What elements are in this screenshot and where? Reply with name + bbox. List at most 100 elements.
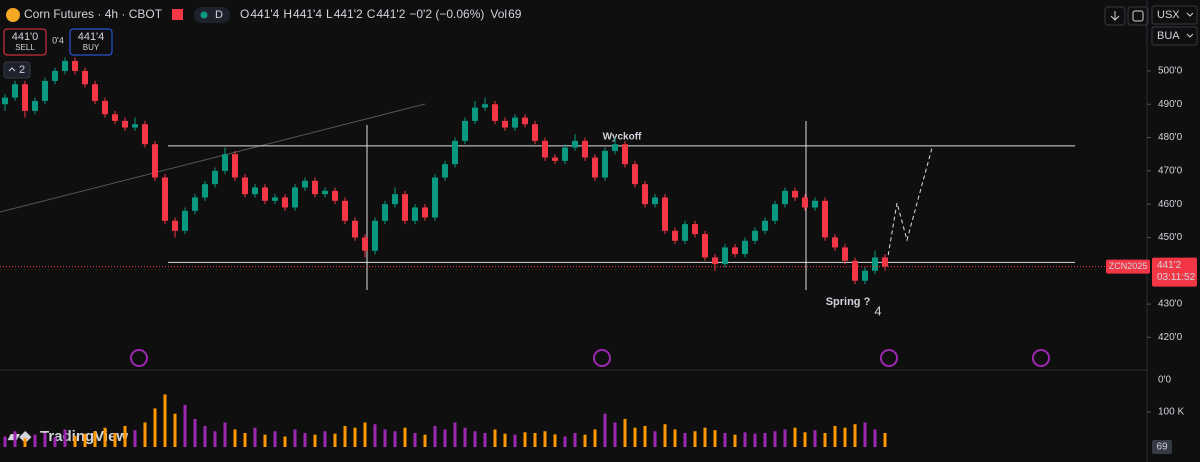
volume-bar [213, 431, 217, 447]
y-tick-label: 450'0 [1158, 232, 1183, 243]
candle-body [222, 154, 228, 171]
candle-body [412, 207, 418, 221]
candle-body [602, 150, 608, 178]
volume-bar [193, 418, 197, 447]
download-button[interactable] [1104, 6, 1126, 26]
y-tick-label: 480'0 [1158, 132, 1183, 143]
candle-body [82, 70, 88, 85]
volume-bar [233, 429, 237, 447]
volume-bar [643, 425, 647, 447]
volume-bar [583, 434, 587, 447]
candle-body [822, 200, 828, 238]
badge[interactable]: D [215, 9, 223, 21]
symbol[interactable]: Corn Futures · 4h · CBOT [24, 7, 163, 21]
volume-bar [863, 422, 867, 447]
volume-bar [283, 436, 287, 447]
volume-bar [803, 432, 807, 447]
legend-text: O [240, 7, 249, 21]
volume-bar [733, 434, 737, 447]
volume-bar [253, 427, 257, 447]
candle-body [372, 220, 378, 251]
volume-bar [93, 431, 97, 447]
badge-bg [194, 7, 230, 23]
volume-bar [753, 433, 757, 447]
annotation: Wyckoff [603, 132, 642, 143]
event-icon[interactable] [880, 349, 898, 367]
volume-bar [873, 429, 877, 447]
currency-button[interactable] [1151, 5, 1198, 25]
candle-body [242, 177, 248, 195]
legend-text: H [283, 7, 292, 21]
ohlc-legend: O 441'4 H 441'4 L 441'2 C 441'2 −0'2 (−0.06%) Vol… [240, 7, 522, 21]
volume-bar [43, 432, 47, 447]
candle-body [232, 154, 238, 178]
volume-bar [573, 432, 577, 447]
annotation: Spring ? [826, 296, 871, 308]
axis-label: 0'0 [1158, 375, 1171, 386]
sell-button[interactable] [3, 28, 47, 56]
event-icon[interactable] [1032, 349, 1050, 367]
status-dot [200, 11, 208, 19]
candle-body [732, 247, 738, 255]
candle-body [532, 124, 538, 141]
legend-text: 441'2 [376, 7, 405, 21]
volume-bar [633, 427, 637, 447]
unit-button[interactable] [1151, 26, 1198, 46]
event-markers [130, 349, 1050, 367]
candle-body [422, 207, 428, 218]
sell-label: SELL [15, 43, 35, 52]
volume-bar [273, 431, 277, 447]
candle-body [752, 230, 758, 241]
price-tag: 441'2 [1157, 260, 1182, 271]
volume-bar [763, 432, 767, 447]
candle-body [592, 157, 598, 178]
download-icon [1110, 11, 1120, 21]
candle-body [402, 194, 408, 221]
candle-body [152, 144, 158, 178]
indicators-toggle-button[interactable] [3, 61, 31, 79]
volume-bar [3, 436, 7, 447]
volume-bar [663, 424, 667, 447]
candle-body [102, 100, 108, 115]
volume-tag: 69 [1156, 442, 1168, 453]
y-tick-label: 490'0 [1158, 99, 1183, 110]
volume-bar [773, 431, 777, 447]
candle-body [702, 234, 708, 258]
volume-bar [563, 436, 567, 447]
candle-body [62, 60, 68, 71]
volume-bar [743, 432, 747, 447]
candle-body [72, 60, 78, 71]
volume-bar [203, 425, 207, 447]
legend-text: C [367, 7, 376, 21]
volume-bar [403, 427, 407, 447]
candle-body [122, 120, 128, 128]
event-icon[interactable] [130, 349, 148, 367]
volume-bar [113, 432, 117, 447]
layout-button[interactable] [1127, 6, 1149, 26]
buy-price: 441'4 [78, 31, 105, 43]
volume-bar [33, 434, 37, 447]
volume-bar [393, 431, 397, 447]
volume-bar [13, 431, 17, 447]
volume-bar [703, 427, 707, 447]
volume-bar [63, 429, 67, 447]
flag-icon[interactable] [172, 9, 183, 20]
buy-label: BUY [83, 43, 100, 52]
candle-body [712, 257, 718, 265]
volume-bar [243, 432, 247, 447]
legend-text: 441'4 [250, 7, 279, 21]
candle-body [852, 260, 858, 281]
projection-path [886, 147, 933, 263]
volume-bar [443, 429, 447, 447]
volume-bar [423, 434, 427, 447]
buy-button[interactable] [69, 28, 113, 56]
candle-body [812, 200, 818, 208]
candle-body [482, 104, 488, 108]
candle-body [802, 197, 808, 208]
volume-bar [533, 432, 537, 447]
candle-body [392, 194, 398, 205]
candle-body [382, 204, 388, 221]
event-icon[interactable] [593, 349, 611, 367]
volume-bar [323, 431, 327, 447]
